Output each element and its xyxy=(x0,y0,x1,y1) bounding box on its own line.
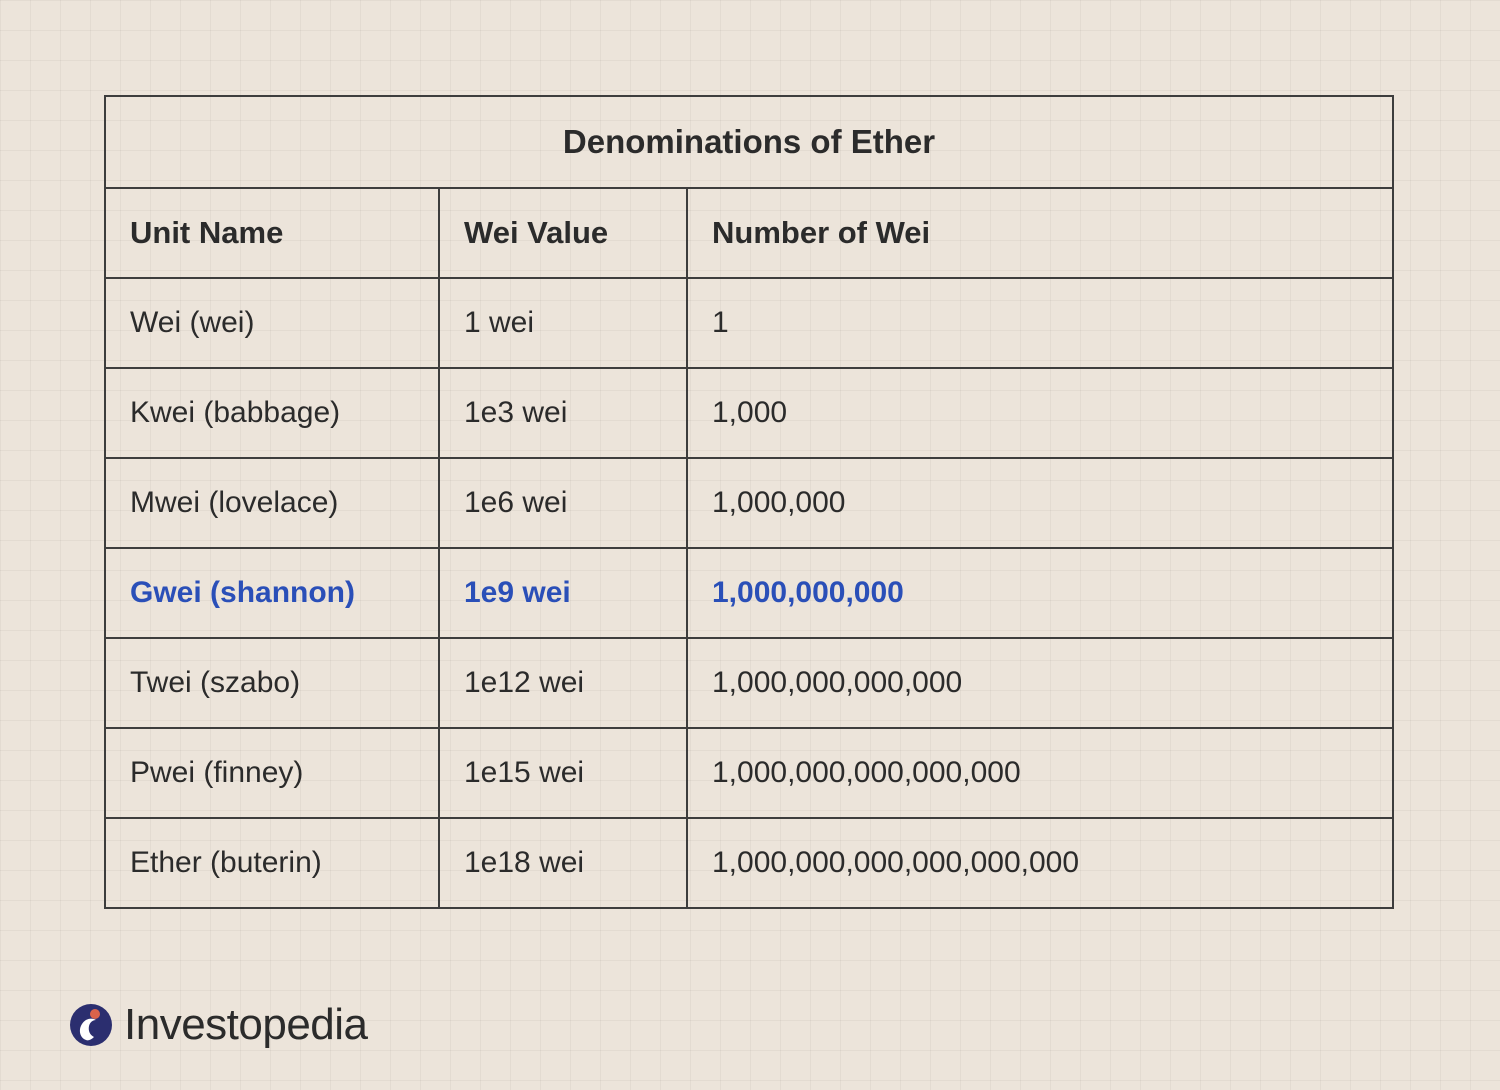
cell-number: 1,000,000,000,000,000 xyxy=(687,728,1393,818)
column-header-unit: Unit Name xyxy=(105,188,439,278)
table-row: Kwei (babbage) 1e3 wei 1,000 xyxy=(105,368,1393,458)
brand: Investopedia xyxy=(68,1000,368,1050)
column-header-number: Number of Wei xyxy=(687,188,1393,278)
cell-wei: 1e6 wei xyxy=(439,458,687,548)
cell-unit: Pwei (finney) xyxy=(105,728,439,818)
table-row-highlighted: Gwei (shannon) 1e9 wei 1,000,000,000 xyxy=(105,548,1393,638)
investopedia-logo-icon xyxy=(68,1002,114,1048)
table-row: Mwei (lovelace) 1e6 wei 1,000,000 xyxy=(105,458,1393,548)
cell-unit: Gwei (shannon) xyxy=(105,548,439,638)
cell-number: 1,000,000,000 xyxy=(687,548,1393,638)
cell-unit: Ether (buterin) xyxy=(105,818,439,908)
cell-number: 1,000 xyxy=(687,368,1393,458)
table-row: Ether (buterin) 1e18 wei 1,000,000,000,0… xyxy=(105,818,1393,908)
cell-unit: Twei (szabo) xyxy=(105,638,439,728)
cell-unit: Kwei (babbage) xyxy=(105,368,439,458)
column-header-wei: Wei Value xyxy=(439,188,687,278)
cell-unit: Mwei (lovelace) xyxy=(105,458,439,548)
ether-denominations-table: Denominations of Ether Unit Name Wei Val… xyxy=(104,95,1394,909)
cell-wei: 1e3 wei xyxy=(439,368,687,458)
brand-name: Investopedia xyxy=(124,1000,368,1050)
cell-wei: 1e18 wei xyxy=(439,818,687,908)
table-row: Wei (wei) 1 wei 1 xyxy=(105,278,1393,368)
cell-number: 1 xyxy=(687,278,1393,368)
table-row: Twei (szabo) 1e12 wei 1,000,000,000,000 xyxy=(105,638,1393,728)
cell-wei: 1e9 wei xyxy=(439,548,687,638)
table-body: Wei (wei) 1 wei 1 Kwei (babbage) 1e3 wei… xyxy=(105,278,1393,908)
cell-number: 1,000,000,000,000,000,000 xyxy=(687,818,1393,908)
cell-number: 1,000,000,000,000 xyxy=(687,638,1393,728)
table-row: Pwei (finney) 1e15 wei 1,000,000,000,000… xyxy=(105,728,1393,818)
cell-number: 1,000,000 xyxy=(687,458,1393,548)
cell-wei: 1e12 wei xyxy=(439,638,687,728)
cell-wei: 1e15 wei xyxy=(439,728,687,818)
table-title: Denominations of Ether xyxy=(105,96,1393,188)
cell-wei: 1 wei xyxy=(439,278,687,368)
ether-denominations-table-container: Denominations of Ether Unit Name Wei Val… xyxy=(104,95,1394,909)
cell-unit: Wei (wei) xyxy=(105,278,439,368)
